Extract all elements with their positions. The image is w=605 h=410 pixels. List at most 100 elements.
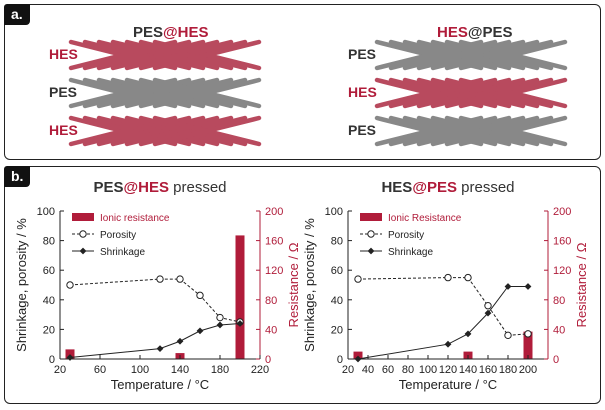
y-tick-label: 60 xyxy=(331,265,343,277)
right-title-hes: HES xyxy=(437,24,468,41)
shrinkage-line xyxy=(357,285,528,360)
left-fiber-layer-hes xyxy=(68,115,262,147)
shrinkage-point xyxy=(464,330,472,338)
fiber xyxy=(124,77,234,109)
porosity-point xyxy=(216,313,224,322)
fiber xyxy=(152,115,262,147)
resistance-bar xyxy=(353,351,363,359)
y2-tick-label: 160 xyxy=(553,236,571,248)
x-tick-label: 220 xyxy=(251,364,269,376)
panel-a-label: a. xyxy=(4,4,30,25)
shrinkage-point xyxy=(524,283,532,290)
legend-shrinkage-marker xyxy=(79,247,87,255)
x-tick-label: 100 xyxy=(419,364,437,376)
y2-tick-label: 120 xyxy=(265,265,283,277)
porosity-point xyxy=(176,275,184,283)
right-fiber-layer-hes xyxy=(374,77,568,109)
left-fiber-layer-pes xyxy=(68,77,262,109)
fiber xyxy=(138,115,248,147)
y2-tick-label: 80 xyxy=(553,295,565,307)
x-axis-label: Temperature / °C xyxy=(111,377,209,392)
legend-shrinkage-label: Shrinkage xyxy=(388,247,433,258)
fiber xyxy=(152,39,262,71)
fiber xyxy=(138,77,248,109)
porosity-point xyxy=(504,331,512,340)
legend-porosity-marker xyxy=(79,230,87,238)
fiber xyxy=(416,39,526,71)
fiber xyxy=(138,39,248,71)
chart-title: HES@PES pressed xyxy=(381,179,514,196)
legend-resistance-label: Ionic resistance xyxy=(100,213,170,224)
x-tick-label: 120 xyxy=(439,364,457,376)
right-fiber-layer-pes xyxy=(374,115,568,147)
right-layer-top-label: PES xyxy=(348,46,376,62)
right-layer-middle-label: HES xyxy=(348,84,377,100)
fiber xyxy=(444,115,554,147)
y2-tick-label: 40 xyxy=(265,324,277,336)
y2-tick-label: 120 xyxy=(553,265,571,277)
x-tick-label: 80 xyxy=(402,364,414,376)
y-tick-label: 0 xyxy=(49,354,55,366)
x-axis-label: Temperature / °C xyxy=(399,377,497,392)
chart-pes-at-hes: PES@HES pressed0204060801000408012016020… xyxy=(14,179,301,392)
y-axis-label: Shrinkage, porosity / % xyxy=(14,218,29,352)
shrinkage-point xyxy=(216,321,224,329)
shrinkage-point xyxy=(156,345,164,353)
left-layer-top-label: HES xyxy=(49,46,78,62)
porosity-point xyxy=(66,281,74,289)
fiber xyxy=(430,77,540,109)
legend-bar-swatch xyxy=(360,213,382,221)
right-title-pes: @PES xyxy=(468,24,513,41)
chart-title: PES@HES pressed xyxy=(93,179,226,196)
y-tick-label: 100 xyxy=(325,206,343,218)
fiber xyxy=(458,77,568,109)
fiber xyxy=(124,115,234,147)
resistance-bar xyxy=(235,235,245,359)
y-tick-label: 60 xyxy=(43,265,55,277)
legend-resistance-label: Ionic Resistance xyxy=(388,213,462,224)
porosity-point xyxy=(484,302,492,310)
fiber xyxy=(458,115,568,147)
x-tick-label: 140 xyxy=(459,364,477,376)
y-tick-label: 40 xyxy=(43,295,55,307)
svg-text:HES@PES: HES@PES xyxy=(437,24,513,41)
left-title-pes: PES xyxy=(133,24,163,41)
x-tick-label: 180 xyxy=(499,364,517,376)
porosity-point xyxy=(156,275,164,283)
fiber xyxy=(402,115,512,147)
fiber xyxy=(444,77,554,109)
x-tick-label: 60 xyxy=(94,364,106,376)
fiber xyxy=(430,39,540,71)
fiber xyxy=(458,39,568,71)
fiber xyxy=(110,115,220,147)
panel-b-label: b. xyxy=(4,166,31,187)
porosity-point xyxy=(464,273,472,282)
fiber xyxy=(96,115,206,147)
panel-a: a. PES@HES HES@PES HES PES HES PES HES P… xyxy=(4,4,601,160)
fiber xyxy=(152,77,262,109)
resistance-bar xyxy=(523,331,533,359)
x-tick-label: 20 xyxy=(54,364,66,376)
legend-porosity-marker xyxy=(367,230,375,238)
x-tick-label: 140 xyxy=(171,364,189,376)
right-fiber-layer-pes xyxy=(374,39,568,71)
x-tick-label: 160 xyxy=(479,364,497,376)
fiber xyxy=(402,77,512,109)
chart-hes-at-pes: HES@PES pressed0204060801000408012016020… xyxy=(302,179,589,392)
left-fiber-layer-hes xyxy=(68,39,262,71)
charts: PES@HES pressed0204060801000408012016020… xyxy=(14,179,589,392)
legend-porosity-label: Porosity xyxy=(100,230,136,241)
legend-shrinkage-marker xyxy=(367,247,375,255)
svg-text:PES@HES: PES@HES xyxy=(133,24,208,41)
left-layer-bottom-label: HES xyxy=(49,122,78,138)
shrinkage-point xyxy=(196,327,204,335)
y2-tick-label: 200 xyxy=(553,206,571,218)
porosity-point xyxy=(524,330,532,338)
y2-tick-label: 40 xyxy=(553,324,565,336)
left-layer-middle-label: PES xyxy=(49,84,77,100)
shrinkage-point xyxy=(176,337,184,345)
fiber xyxy=(444,39,554,71)
porosity-line xyxy=(357,277,529,336)
y-tick-label: 80 xyxy=(331,236,343,248)
legend-shrinkage-label: Shrinkage xyxy=(100,247,145,258)
